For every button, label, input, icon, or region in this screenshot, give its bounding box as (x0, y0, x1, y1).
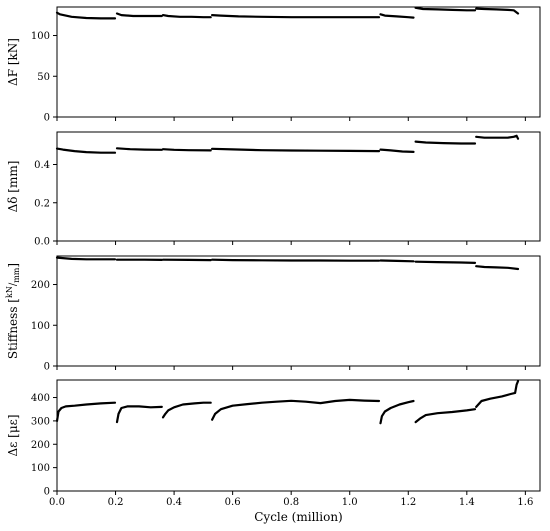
series-line-4-segment-4 (212, 400, 379, 420)
series-line-1-segment-7 (476, 9, 518, 14)
y-tick-label-4: 200 (31, 440, 50, 451)
y-tick-label-1: 0 (44, 113, 50, 124)
series-line-4-segment-5 (381, 401, 414, 423)
series-line-1-segment-1 (57, 13, 115, 19)
y-axis-label-2: Δδ [mm] (6, 161, 20, 213)
series-line-2-segment-7 (476, 136, 518, 139)
series-line-2-segment-6 (416, 142, 475, 144)
series-line-1-segment-6 (416, 8, 475, 11)
plot-area-4 (57, 380, 540, 491)
y-tick-label-3: 100 (31, 321, 50, 332)
x-tick-label: 0.0 (49, 497, 65, 508)
x-tick-label: 1.6 (517, 497, 533, 508)
series-line-4-segment-1 (57, 403, 115, 421)
y-tick-label-2: 0.2 (34, 198, 50, 209)
x-tick-label: 1.4 (459, 497, 475, 508)
series-line-3-segment-7 (476, 266, 518, 269)
series-line-3-segment-4 (212, 260, 379, 261)
series-line-3-segment-1 (57, 258, 115, 260)
x-tick-label: 0.6 (225, 497, 241, 508)
series-line-1-segment-4 (212, 15, 379, 17)
y-tick-label-4: 300 (31, 416, 50, 427)
series-line-1-segment-5 (381, 14, 414, 17)
series-line-3-segment-6 (416, 262, 475, 263)
y-tick-label-4: 400 (31, 393, 50, 404)
series-line-2-segment-5 (381, 150, 414, 152)
series-line-3-segment-5 (381, 261, 414, 262)
series-line-4-segment-2 (117, 406, 162, 422)
y-tick-label-2: 0.0 (34, 237, 50, 248)
y-tick-label-3: 200 (31, 280, 50, 291)
plot-area-1 (57, 7, 540, 117)
x-tick-label: 0.2 (108, 497, 124, 508)
x-axis-label: Cycle (million) (254, 510, 342, 524)
series-line-2-segment-1 (57, 149, 115, 153)
series-line-2-segment-2 (117, 148, 162, 150)
series-line-4-segment-6 (416, 409, 475, 422)
series-line-2-segment-3 (163, 149, 211, 150)
series-line-2-segment-4 (212, 149, 379, 151)
y-axis-label-1: ΔF [kN] (6, 38, 20, 86)
plot-area-3 (57, 256, 540, 366)
y-tick-label-3: 0 (44, 362, 50, 373)
y-tick-label-1: 100 (31, 31, 50, 42)
y-tick-label-1: 50 (37, 72, 50, 83)
series-line-1-segment-3 (163, 15, 211, 17)
y-tick-label-4: 100 (31, 463, 50, 474)
x-tick-label: 0.4 (166, 497, 182, 508)
y-tick-label-4: 0 (44, 487, 50, 498)
y-axis-label-4: Δε [με] (6, 414, 20, 456)
y-axis-label-3: Stiffness [kN/mm] (5, 263, 21, 359)
x-tick-label: 1.0 (342, 497, 358, 508)
series-line-4-segment-3 (163, 403, 211, 418)
x-tick-label: 1.2 (400, 497, 416, 508)
y-tick-label-2: 0.4 (34, 160, 50, 171)
series-line-1-segment-2 (117, 14, 162, 17)
series-line-4-segment-7 (476, 381, 518, 407)
x-tick-label: 0.8 (283, 497, 299, 508)
